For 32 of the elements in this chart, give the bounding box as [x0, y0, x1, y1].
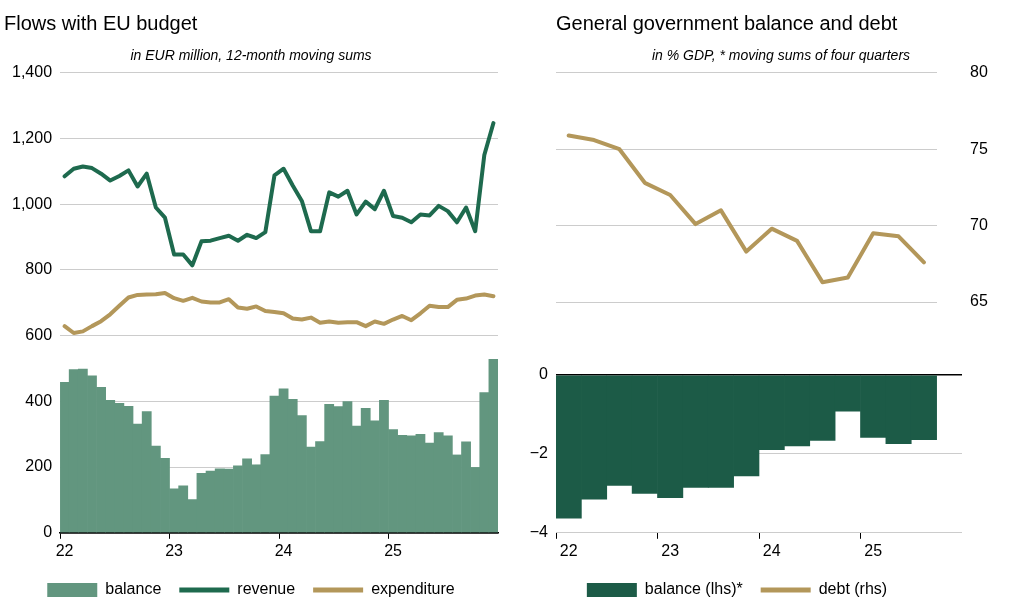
- x-tick-label: 25: [864, 541, 883, 559]
- y-tick-label: 0: [539, 365, 549, 383]
- chart-title: Flows with EU budget: [4, 11, 198, 34]
- x-tick-label: 22: [55, 541, 74, 559]
- y-tick-label: 65: [970, 292, 988, 310]
- y-tick-label: 0: [43, 523, 53, 541]
- x-tick-label: 24: [762, 541, 781, 559]
- y-tick-label: −2: [529, 444, 549, 462]
- y-tick-label: 70: [970, 216, 988, 234]
- x-tick-label: 24: [274, 541, 293, 559]
- legend-label: revenue: [237, 580, 296, 598]
- chart-subtitle: in % GDP, * moving sums of four quarters: [651, 47, 911, 64]
- x-tick-label: 25: [384, 541, 403, 559]
- legend-label: balance: [105, 580, 162, 598]
- x-tick-label: 23: [661, 541, 680, 559]
- legend-label: balance (lhs)*: [644, 580, 743, 598]
- y-tick-label: 1,400: [11, 63, 53, 81]
- text: debt (rhs): [818, 580, 888, 598]
- x-tick-label: 22: [559, 541, 578, 559]
- y-tick-label: 800: [25, 260, 53, 278]
- chart-title: General government balance and debt: [556, 11, 898, 34]
- y-tick-label: 1,200: [11, 128, 53, 146]
- y-tick-label: 400: [25, 391, 53, 409]
- legend-label: expenditure: [371, 580, 455, 598]
- y-tick-label: 600: [25, 326, 53, 344]
- x-tick-label: 23: [165, 541, 184, 559]
- y-tick-label: 75: [970, 139, 988, 157]
- y-tick-label: 200: [25, 457, 53, 475]
- chart-subtitle: in EUR million, 12-month moving sums: [130, 47, 372, 64]
- y-tick-label: −4: [529, 523, 549, 541]
- y-tick-label: 1,000: [11, 194, 53, 212]
- y-tick-label: 80: [970, 63, 988, 81]
